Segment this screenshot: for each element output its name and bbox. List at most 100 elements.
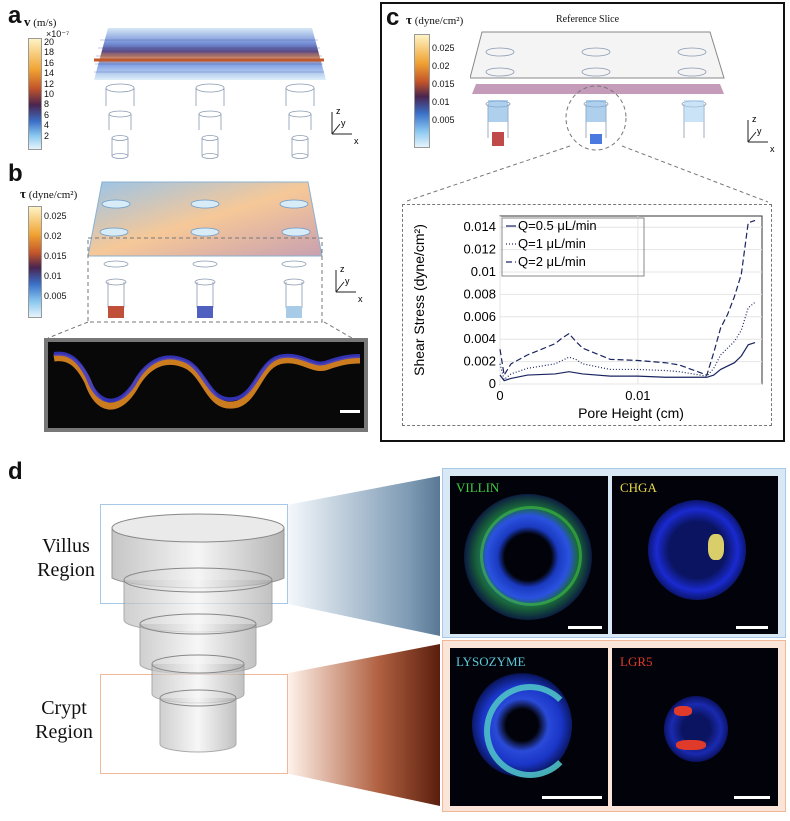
panel-b-colorbar-title: τ (dyne/cm²) [20,186,77,202]
crypt-villus-cylinder-diagram [111,513,285,753]
panel-a-axis-triad: z y x [331,106,359,146]
series-line-1 [499,341,756,382]
panel-b-shear-diagram [87,181,323,323]
panel-a-colorbar-tick: 10 [44,89,55,99]
panel-a-colorbar-tick: 8 [44,99,50,110]
panel-a-axis-z: z [336,106,341,116]
panel-a-colorbar-tick: 16 [44,57,55,68]
crypt-label-line2: Region [35,721,93,743]
y-tick-label: 0.008 [463,286,496,301]
panel-a-colorbar-symbol: v [24,14,31,29]
panel-c-axis-y: y [757,126,762,136]
panel-b-zoom-lines [47,321,353,339]
x-tick-label: 0 [496,388,503,403]
panel-b-colorbar-tick: 0.015 [44,251,67,261]
panel-b-colorbar [28,206,42,318]
panel-b-colorbar-tick: 0.025 [44,211,67,221]
panel-b-colorbar-symbol: τ [20,186,26,201]
chga-image: CHGA [612,476,778,634]
panel-a-colorbar-tick: 18 [44,47,55,58]
panel-c-slice-title: Reference Slice [556,14,620,25]
y-tick-label: 0.012 [463,242,496,257]
panel-c-axis-triad: z y x [747,114,775,154]
legend-label-3: Q=2 μL/min [518,254,586,269]
panel-c-axis-x: x [770,144,775,154]
panel-b-axis-x: x [358,294,363,304]
villin-label: VILLIN [456,480,500,495]
y-tick-label: 0.006 [463,309,496,324]
legend-box [501,217,645,277]
panel-c-colorbar-tick: 0.005 [432,115,455,125]
panel-c-label: c [386,4,400,31]
panel-c-colorbar-tick: 0.015 [432,79,455,89]
lgr5-label: LGR5 [620,654,653,669]
panel-c-colorbar-symbol: τ [406,12,412,27]
panel-c-colorbar-ticks: 0.025 0.02 0.015 0.01 0.005 [432,44,472,134]
legend-label-2: Q=1 μL/min [518,236,586,251]
lgr5-scale-bar [734,796,770,799]
panel-a-colorbar-units: (m/s) [33,17,57,29]
villus-label-line1: Villus [42,535,90,557]
panel-b-label: b [8,160,23,187]
panel-b-axis-z: z [340,264,345,274]
lysozyme-scale-bar [542,796,602,799]
lysozyme-label: LYSOZYME [456,654,526,669]
lgr5-image: LGR5 [612,648,778,806]
panel-a-colorbar-title: v (m/s) [24,14,56,30]
panel-b-colorbar-tick: 0.01 [44,271,62,281]
legend-label-1: Q=0.5 μL/min [518,218,597,233]
panel-a-axis-y: y [341,118,346,128]
panel-a-colorbar-tick: 6 [44,109,50,120]
y-tick-label: 0.004 [463,331,496,346]
panel-c-zoom-lines [403,145,769,203]
panel-c-plot-frame [402,204,772,426]
panel-c-shear-stress-chart: 0 0.002 0.004 0.006 0.008 0.01 0.012 0.014 0 0.01… [411,215,763,421]
y-tick-label: 0.014 [463,219,496,234]
panel-b-scale-bar [340,410,360,413]
panel-a-colorbar [28,38,42,150]
panel-c-frame [380,2,785,442]
y-tick-label: 0 [489,376,496,391]
panel-a-colorbar-ticks: 20 18 16 14 12 10 8 6 4 2 [44,38,74,148]
panel-a-colorbar-tick: 20 [44,37,55,47]
panel-c-colorbar-tick: 0.025 [432,43,455,53]
villin-scale-bar [568,626,602,629]
y-tick-label: 0.01 [471,264,496,279]
panel-c-colorbar-tick: 0.02 [432,61,450,71]
crypt-region-label: Crypt Region [28,696,100,744]
panel-b-colorbar-ticks: 0.025 0.02 0.015 0.01 0.005 [44,212,84,312]
lysozyme-image: LYSOZYME [450,648,608,806]
panel-a-axis-x: x [354,136,359,146]
crypt-projection [288,644,440,806]
villin-image: VILLIN [450,476,608,634]
y-axis-label: Shear Stress (dyne/cm²) [411,224,427,376]
panel-b-axis-y: y [345,276,350,286]
panel-c-colorbar-units: (dyne/cm²) [414,15,464,27]
y-tick-label: 0.002 [463,354,496,369]
series-line-2 [499,301,756,381]
panel-c-slice-diagram [470,31,725,151]
panel-b-colorbar-units: (dyne/cm²) [28,189,78,201]
panel-d-label: d [8,458,23,485]
x-tick-label: 0.01 [625,388,650,403]
x-axis-label: Pore Height (cm) [578,405,684,421]
panel-c-colorbar-title: τ (dyne/cm²) [406,12,463,28]
villus-label-line2: Region [37,559,95,581]
panel-c-colorbar-tick: 0.01 [432,97,450,107]
panel-b-colorbar-tick: 0.005 [44,291,67,301]
villus-region-label: Villus Region [28,534,104,582]
panel-c-colorbar [414,34,430,148]
panel-a-colorbar-tick: 2 [44,130,50,141]
panel-b-microscopy-image [44,338,368,432]
chga-scale-bar [736,626,768,629]
villus-projection [288,476,440,636]
panel-b-axis-triad: z y x [335,264,363,304]
panel-b-colorbar-tick: 0.02 [44,231,62,241]
panel-a-colorbar-tick: 4 [44,120,50,131]
panel-c-axis-z: z [752,114,757,124]
chga-label: CHGA [620,480,657,495]
series-line-3 [499,219,756,377]
crypt-label-line1: Crypt [41,697,87,719]
panel-a-colorbar-exponent: ×10⁻⁷ [46,29,70,39]
panel-a-colorbar-tick: 14 [44,68,55,79]
